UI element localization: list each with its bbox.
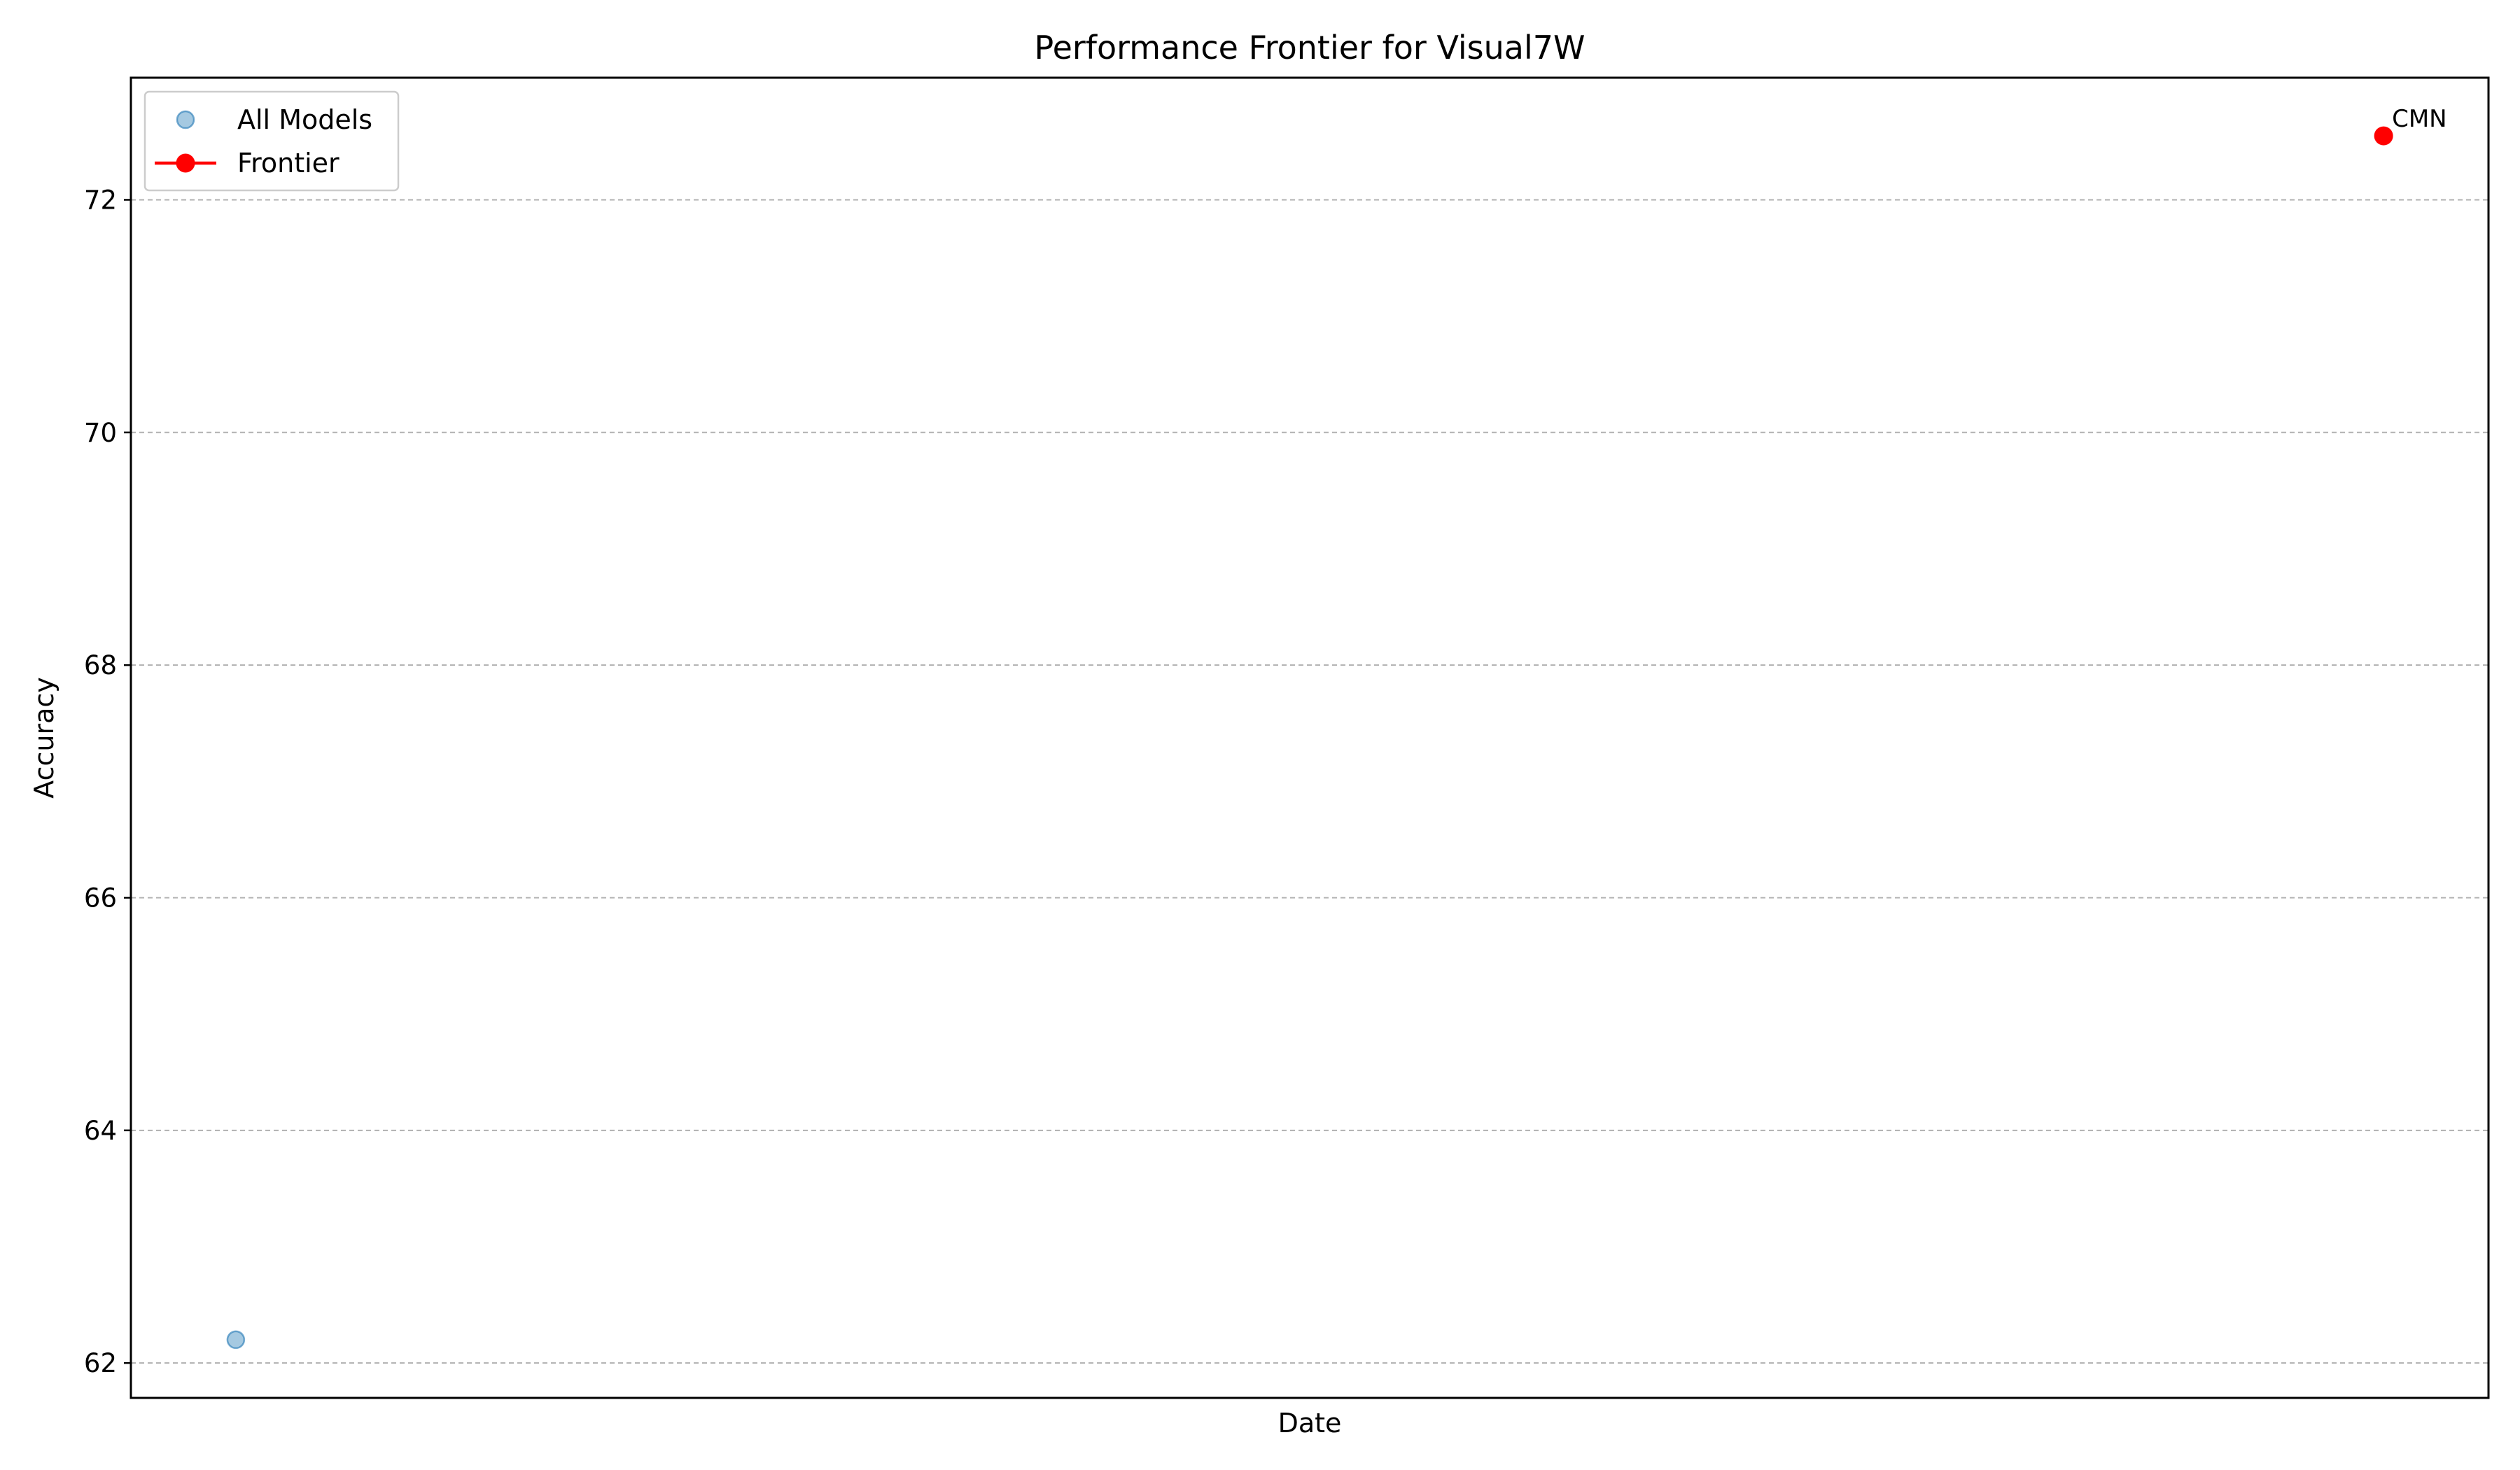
y-tick-label-64: 64 [84, 1116, 117, 1146]
y-tick-label-68: 68 [84, 650, 117, 680]
frontier-point-0 [2374, 126, 2393, 146]
y-tick-label-70: 70 [84, 418, 117, 448]
grid-lines [131, 199, 2488, 1364]
data-points [226, 126, 2393, 1350]
y-tick-label-72: 72 [84, 185, 117, 215]
legend-label-frontier: Frontier [237, 148, 340, 178]
chart-title: Performance Frontier for Visual7W [1034, 29, 1585, 66]
y-axis-label: Accuracy [29, 677, 59, 799]
plot-area-frame [130, 76, 2490, 1399]
x-axis-label: Date [1278, 1408, 1342, 1438]
y-axis-ticks: 62 64 66 68 70 72 [84, 185, 131, 1378]
legend-box [144, 90, 400, 192]
legend-label-all-models: All Models [237, 104, 372, 135]
legend-marker-frontier [176, 153, 195, 173]
y-tick-label-66: 66 [84, 883, 117, 913]
frontier-point-label-0: CMN [2392, 105, 2447, 133]
point-annotations: CMN [2392, 105, 2447, 133]
legend: All Models Frontier [144, 90, 400, 192]
legend-marker-all-models [176, 110, 195, 130]
y-tick-label-62: 62 [84, 1348, 117, 1378]
all-models-point-0 [226, 1330, 246, 1350]
